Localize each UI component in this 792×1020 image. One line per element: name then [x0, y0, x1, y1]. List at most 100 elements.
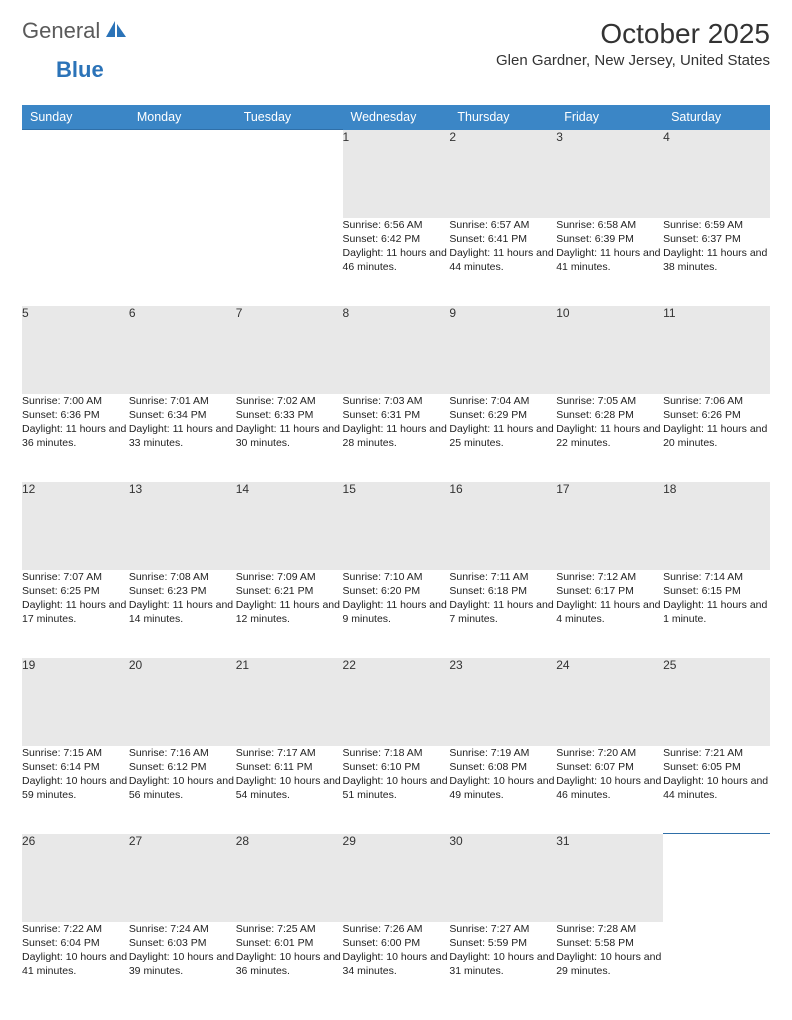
day-number: 24 [556, 658, 663, 746]
daylight-line: Daylight: 10 hours and 49 minutes. [449, 774, 556, 802]
sunset-line: Sunset: 6:26 PM [663, 408, 770, 422]
daylight-line: Daylight: 11 hours and 25 minutes. [449, 422, 556, 450]
sunset-line: Sunset: 6:21 PM [236, 584, 343, 598]
day-number-row: 1234 [22, 130, 770, 218]
day-number [22, 130, 129, 218]
day-number: 19 [22, 658, 129, 746]
sunset-line: Sunset: 6:23 PM [129, 584, 236, 598]
day-info: Sunrise: 7:25 AMSunset: 6:01 PMDaylight:… [236, 922, 343, 1010]
logo-text-2-wrap: Blue [56, 57, 792, 83]
sunset-line: Sunset: 6:29 PM [449, 408, 556, 422]
day-number: 1 [343, 130, 450, 218]
daylight-line: Daylight: 11 hours and 20 minutes. [663, 422, 770, 450]
sunset-line: Sunset: 6:04 PM [22, 936, 129, 950]
sunrise-line: Sunrise: 7:25 AM [236, 922, 343, 936]
sunrise-line: Sunrise: 7:06 AM [663, 394, 770, 408]
day-number: 12 [22, 482, 129, 570]
sunset-line: Sunset: 5:59 PM [449, 936, 556, 950]
daylight-line: Daylight: 11 hours and 28 minutes. [343, 422, 450, 450]
day-number: 31 [556, 834, 663, 922]
day-header: Tuesday [236, 105, 343, 130]
sail-icon [105, 18, 127, 44]
day-number: 26 [22, 834, 129, 922]
daylight-line: Daylight: 11 hours and 30 minutes. [236, 422, 343, 450]
daylight-line: Daylight: 11 hours and 17 minutes. [22, 598, 129, 626]
daylight-line: Daylight: 11 hours and 12 minutes. [236, 598, 343, 626]
day-number-row: 12131415161718 [22, 482, 770, 570]
sunrise-line: Sunrise: 7:11 AM [449, 570, 556, 584]
logo-text-1: General [22, 18, 100, 44]
sunset-line: Sunset: 6:25 PM [22, 584, 129, 598]
sunrise-line: Sunrise: 7:02 AM [236, 394, 343, 408]
sunset-line: Sunset: 6:11 PM [236, 760, 343, 774]
sunset-line: Sunset: 6:42 PM [343, 232, 450, 246]
day-info: Sunrise: 7:01 AMSunset: 6:34 PMDaylight:… [129, 394, 236, 482]
day-info: Sunrise: 7:14 AMSunset: 6:15 PMDaylight:… [663, 570, 770, 658]
day-number: 11 [663, 306, 770, 394]
day-number: 17 [556, 482, 663, 570]
sunset-line: Sunset: 6:34 PM [129, 408, 236, 422]
sunrise-line: Sunrise: 7:01 AM [129, 394, 236, 408]
daylight-line: Daylight: 11 hours and 33 minutes. [129, 422, 236, 450]
day-info: Sunrise: 7:02 AMSunset: 6:33 PMDaylight:… [236, 394, 343, 482]
sunset-line: Sunset: 6:28 PM [556, 408, 663, 422]
day-number: 22 [343, 658, 450, 746]
day-number: 27 [129, 834, 236, 922]
day-info: Sunrise: 7:16 AMSunset: 6:12 PMDaylight:… [129, 746, 236, 834]
sunset-line: Sunset: 6:39 PM [556, 232, 663, 246]
month-title: October 2025 [496, 18, 770, 50]
day-info [663, 922, 770, 1010]
sunrise-line: Sunrise: 7:21 AM [663, 746, 770, 760]
daylight-line: Daylight: 11 hours and 36 minutes. [22, 422, 129, 450]
sunset-line: Sunset: 6:00 PM [343, 936, 450, 950]
day-info: Sunrise: 7:09 AMSunset: 6:21 PMDaylight:… [236, 570, 343, 658]
sunset-line: Sunset: 6:41 PM [449, 232, 556, 246]
day-header: Saturday [663, 105, 770, 130]
day-info-row: Sunrise: 7:07 AMSunset: 6:25 PMDaylight:… [22, 570, 770, 658]
daylight-line: Daylight: 10 hours and 56 minutes. [129, 774, 236, 802]
day-number: 6 [129, 306, 236, 394]
day-info-row: Sunrise: 7:22 AMSunset: 6:04 PMDaylight:… [22, 922, 770, 1010]
daylight-line: Daylight: 10 hours and 36 minutes. [236, 950, 343, 978]
sunset-line: Sunset: 6:03 PM [129, 936, 236, 950]
day-number: 30 [449, 834, 556, 922]
day-number: 10 [556, 306, 663, 394]
sunset-line: Sunset: 6:15 PM [663, 584, 770, 598]
daylight-line: Daylight: 11 hours and 9 minutes. [343, 598, 450, 626]
day-number: 4 [663, 130, 770, 218]
sunset-line: Sunset: 6:08 PM [449, 760, 556, 774]
logo: General [22, 18, 129, 44]
day-number: 16 [449, 482, 556, 570]
day-number: 14 [236, 482, 343, 570]
sunrise-line: Sunrise: 7:16 AM [129, 746, 236, 760]
day-number: 8 [343, 306, 450, 394]
day-info: Sunrise: 7:21 AMSunset: 6:05 PMDaylight:… [663, 746, 770, 834]
sunset-line: Sunset: 6:10 PM [343, 760, 450, 774]
day-info: Sunrise: 6:58 AMSunset: 6:39 PMDaylight:… [556, 218, 663, 306]
day-info: Sunrise: 7:28 AMSunset: 5:58 PMDaylight:… [556, 922, 663, 1010]
daylight-line: Daylight: 10 hours and 59 minutes. [22, 774, 129, 802]
sunrise-line: Sunrise: 7:15 AM [22, 746, 129, 760]
day-info-row: Sunrise: 6:56 AMSunset: 6:42 PMDaylight:… [22, 218, 770, 306]
day-info: Sunrise: 7:15 AMSunset: 6:14 PMDaylight:… [22, 746, 129, 834]
sunset-line: Sunset: 5:58 PM [556, 936, 663, 950]
daylight-line: Daylight: 11 hours and 1 minute. [663, 598, 770, 626]
day-info: Sunrise: 6:59 AMSunset: 6:37 PMDaylight:… [663, 218, 770, 306]
daylight-line: Daylight: 11 hours and 38 minutes. [663, 246, 770, 274]
daylight-line: Daylight: 11 hours and 4 minutes. [556, 598, 663, 626]
day-info: Sunrise: 6:56 AMSunset: 6:42 PMDaylight:… [343, 218, 450, 306]
daylight-line: Daylight: 11 hours and 46 minutes. [343, 246, 450, 274]
sunrise-line: Sunrise: 7:07 AM [22, 570, 129, 584]
sunrise-line: Sunrise: 7:09 AM [236, 570, 343, 584]
sunrise-line: Sunrise: 7:14 AM [663, 570, 770, 584]
daylight-line: Daylight: 11 hours and 41 minutes. [556, 246, 663, 274]
day-number-row: 262728293031 [22, 834, 770, 922]
day-info: Sunrise: 7:07 AMSunset: 6:25 PMDaylight:… [22, 570, 129, 658]
day-number: 5 [22, 306, 129, 394]
sunrise-line: Sunrise: 7:20 AM [556, 746, 663, 760]
sunrise-line: Sunrise: 7:26 AM [343, 922, 450, 936]
sunrise-line: Sunrise: 7:24 AM [129, 922, 236, 936]
sunrise-line: Sunrise: 6:57 AM [449, 218, 556, 232]
sunrise-line: Sunrise: 7:17 AM [236, 746, 343, 760]
day-number: 13 [129, 482, 236, 570]
